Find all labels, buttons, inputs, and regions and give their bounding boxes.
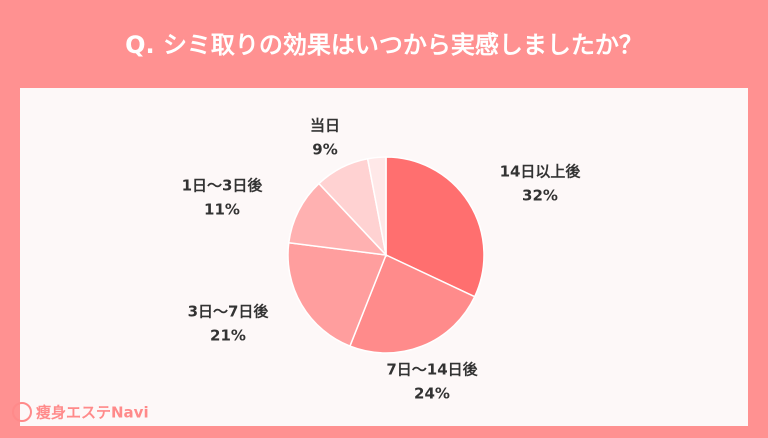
slice-label: 当日 [310, 117, 340, 135]
brand: 瘦身エステNavi [36, 404, 149, 422]
slice-label: 3日〜7日後 [188, 303, 270, 321]
value-label: 24% [414, 385, 450, 403]
pie-slice [385, 156, 485, 298]
value-label: 11% [204, 201, 240, 219]
pie-slice [348, 253, 476, 354]
value-label: 9% [312, 141, 337, 159]
chart-title: Q. シミ取りの効果はいつから実感しましたか？ [125, 31, 643, 59]
value-label: 21% [210, 327, 246, 345]
value-label: 32% [522, 187, 558, 205]
slice-label: 7日〜14日後 [386, 361, 478, 379]
slice-label: 14日以上後 [500, 163, 582, 181]
brand-icon [12, 402, 32, 422]
pie-slice [366, 156, 387, 256]
pie-slice [287, 241, 388, 348]
pie-slice [287, 182, 388, 257]
slice-label: 1日〜3日後 [182, 177, 264, 195]
